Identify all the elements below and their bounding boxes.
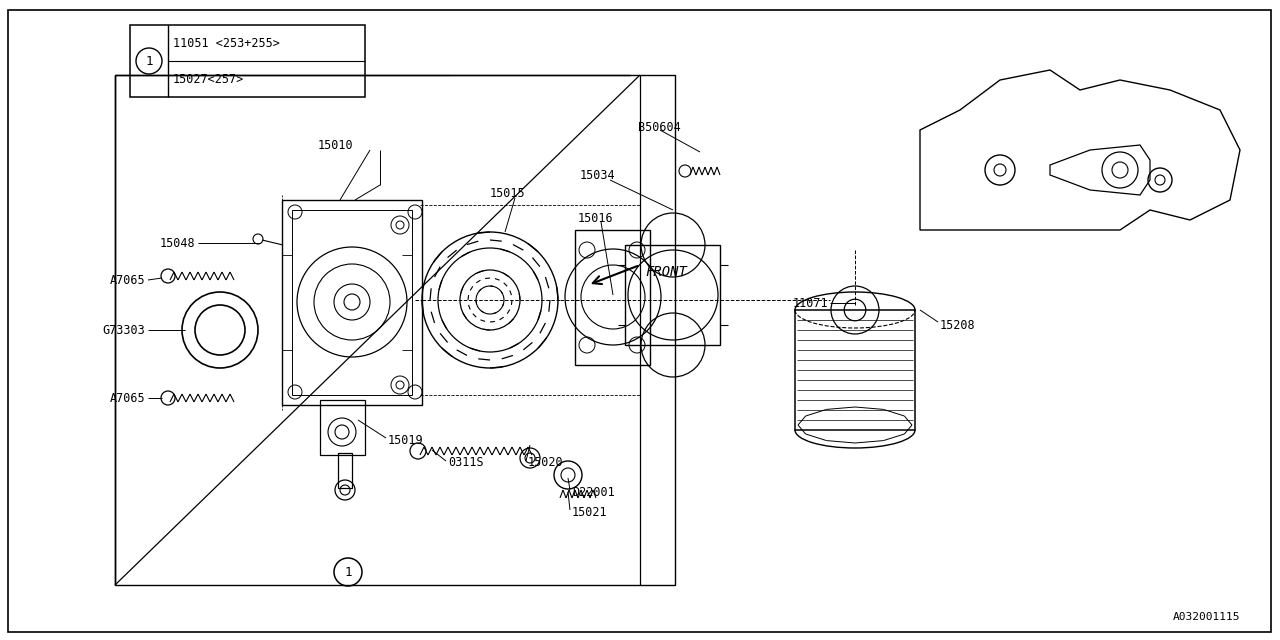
Text: G73303: G73303: [102, 323, 145, 337]
Text: 15027<257>: 15027<257>: [173, 72, 244, 86]
Bar: [292, 210, 412, 395]
Text: B50604: B50604: [637, 120, 681, 134]
Text: FRONT: FRONT: [645, 265, 687, 279]
Bar: [115, 75, 675, 585]
Text: 1: 1: [344, 566, 352, 579]
Text: 15010: 15010: [317, 138, 353, 152]
Text: 15020: 15020: [529, 456, 563, 470]
Text: 15208: 15208: [940, 319, 975, 332]
Bar: [575, 230, 650, 365]
Text: 15034: 15034: [580, 168, 616, 182]
Text: 11071: 11071: [792, 296, 828, 310]
Text: 15015: 15015: [490, 186, 526, 200]
Text: 1: 1: [145, 54, 152, 67]
Text: D22001: D22001: [572, 486, 614, 499]
Bar: [131, 25, 365, 97]
Text: 15048: 15048: [160, 237, 195, 250]
Text: 0311S: 0311S: [448, 456, 484, 470]
Text: A7065: A7065: [109, 392, 145, 404]
Text: 15021: 15021: [572, 506, 608, 518]
Bar: [625, 245, 721, 345]
Bar: [320, 400, 365, 455]
Bar: [282, 200, 422, 405]
Bar: [338, 453, 352, 488]
Text: 15019: 15019: [388, 433, 424, 447]
Text: A7065: A7065: [109, 273, 145, 287]
Text: 11051 <253+255>: 11051 <253+255>: [173, 36, 280, 49]
Bar: [795, 310, 915, 430]
Text: 15016: 15016: [579, 211, 613, 225]
Text: A032001115: A032001115: [1172, 612, 1240, 622]
